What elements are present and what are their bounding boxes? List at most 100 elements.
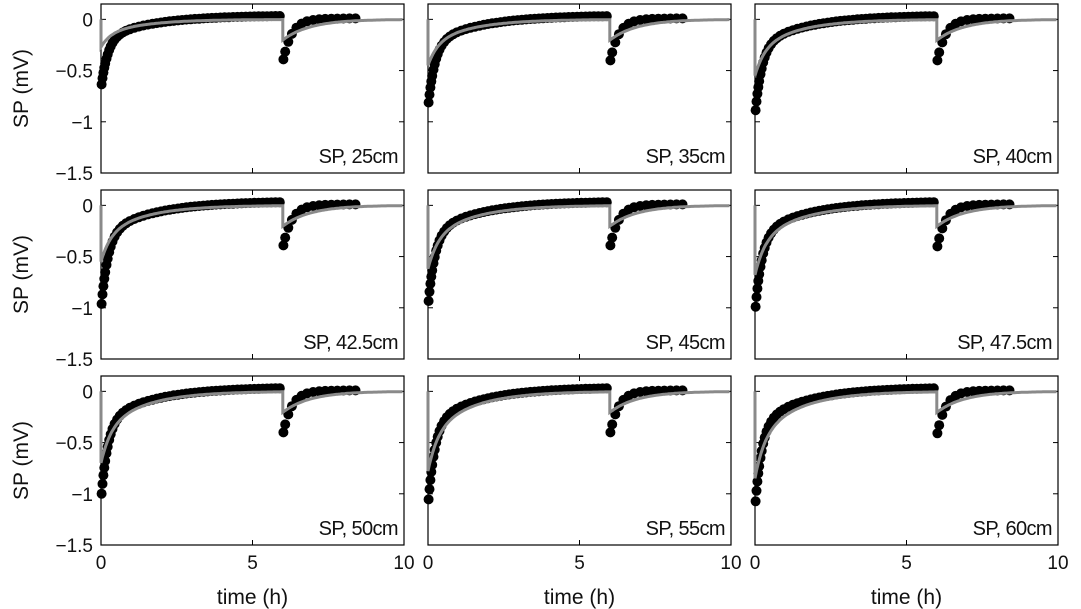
data-point xyxy=(607,232,618,243)
model-curve xyxy=(753,390,1057,479)
y-tick-label: −1.5 xyxy=(55,164,93,185)
data-point xyxy=(424,286,435,297)
data-point xyxy=(280,419,291,430)
model-curve xyxy=(426,18,730,66)
data-point xyxy=(605,427,616,438)
panel-9: 0 5 10 SP, 60cm xyxy=(750,375,1069,574)
x-tick-label: 5 xyxy=(574,553,585,574)
data-point xyxy=(424,484,435,495)
data-point xyxy=(607,47,618,58)
y-tick-label: −1.5 xyxy=(55,350,93,371)
x-tick-label: 5 xyxy=(247,553,258,574)
data-point xyxy=(96,488,107,499)
x-tick-label: 0 xyxy=(96,553,107,574)
data-point xyxy=(750,105,761,116)
data-point xyxy=(934,47,945,58)
data-point xyxy=(932,428,943,439)
data-point xyxy=(423,97,434,108)
panel-label: SP, 50cm xyxy=(319,518,398,540)
data-point xyxy=(423,296,434,306)
model-curve xyxy=(99,204,403,263)
data-point xyxy=(96,298,107,309)
x-axis-title: time (h) xyxy=(217,586,288,609)
data-point xyxy=(98,281,109,292)
x-tick-label: 10 xyxy=(1047,553,1068,574)
data-point xyxy=(751,485,762,496)
panel-5: SP, 45cm xyxy=(423,189,732,360)
panel-3: SP, 40cm xyxy=(750,3,1059,174)
y-tick-label: −1 xyxy=(71,113,93,134)
y-tick-label: −0.5 xyxy=(55,434,93,455)
panel-label: SP, 40cm xyxy=(973,146,1052,168)
panel-1: 0 −0.5 −1 −1.5 SP, 25cm xyxy=(55,3,405,185)
plot-frame xyxy=(754,3,1059,174)
data-point xyxy=(937,409,948,420)
y-tick-label: −1.5 xyxy=(55,536,93,557)
plot-frame xyxy=(100,3,405,174)
panel-2: SP, 35cm xyxy=(423,3,732,174)
data-point xyxy=(751,96,762,107)
panel-label: SP, 55cm xyxy=(646,518,725,540)
data-point xyxy=(98,470,109,481)
x-tick-label: 5 xyxy=(901,553,912,574)
y-axis-title: SP (mV) xyxy=(10,235,33,314)
y-axis-title: SP (mV) xyxy=(10,49,33,128)
y-axis-title: SP (mV) xyxy=(10,421,33,500)
model-curve xyxy=(753,18,1057,77)
y-tick-label: 0 xyxy=(82,10,93,31)
panel-label: SP, 42.5cm xyxy=(303,332,398,354)
y-tick-label: 0 xyxy=(82,382,93,403)
y-tick-label: −1 xyxy=(71,485,93,506)
model-curve xyxy=(426,204,730,270)
data-point xyxy=(610,37,621,48)
x-tick-label: 0 xyxy=(750,553,761,574)
panel-label: SP, 45cm xyxy=(646,332,725,354)
data-point xyxy=(280,46,291,57)
data-point xyxy=(280,232,291,243)
data-point xyxy=(278,240,289,251)
data-point xyxy=(750,496,761,507)
y-tick-label: −0.5 xyxy=(55,62,93,83)
y-tick-label: 0 xyxy=(82,196,93,217)
data-point xyxy=(752,283,763,294)
plot-frame xyxy=(427,189,732,360)
data-point xyxy=(605,240,616,251)
x-tick-label: 0 xyxy=(423,553,434,574)
panel-6: SP, 47.5cm xyxy=(750,189,1059,360)
data-point xyxy=(605,55,616,66)
panel-label: SP, 35cm xyxy=(646,146,725,168)
data-point xyxy=(423,494,434,505)
data-point xyxy=(934,233,945,244)
data-point xyxy=(932,241,943,252)
x-tick-label: 10 xyxy=(720,553,741,574)
data-point xyxy=(425,475,436,485)
panel-label: SP, 47.5cm xyxy=(957,332,1052,354)
x-axis-title: time (h) xyxy=(871,586,942,609)
y-tick-label: −1 xyxy=(71,299,93,320)
data-point xyxy=(278,427,289,438)
data-point xyxy=(932,55,943,66)
data-point xyxy=(100,267,111,278)
model-curve xyxy=(99,390,403,464)
data-point xyxy=(750,301,761,312)
data-point xyxy=(751,292,762,302)
data-point xyxy=(97,478,108,489)
panel-label: SP, 25cm xyxy=(319,146,398,168)
model-curve xyxy=(99,18,403,53)
panel-label: SP, 60cm xyxy=(973,518,1052,540)
data-point xyxy=(752,476,763,487)
model-curve xyxy=(426,390,730,472)
data-point xyxy=(278,54,289,65)
y-tick-label: −0.5 xyxy=(55,248,93,269)
data-point xyxy=(97,289,108,300)
panel-4: 0 −0.5 −1 −1.5 SP, 42.5cm xyxy=(55,189,405,371)
data-point xyxy=(937,37,948,48)
x-axis-title: time (h) xyxy=(544,586,615,609)
data-point xyxy=(607,419,618,430)
data-point xyxy=(934,420,945,431)
model-curve xyxy=(753,204,1057,276)
x-tick-label: 10 xyxy=(393,553,414,574)
panel-8: 0 5 10 SP, 55cm xyxy=(423,375,742,574)
